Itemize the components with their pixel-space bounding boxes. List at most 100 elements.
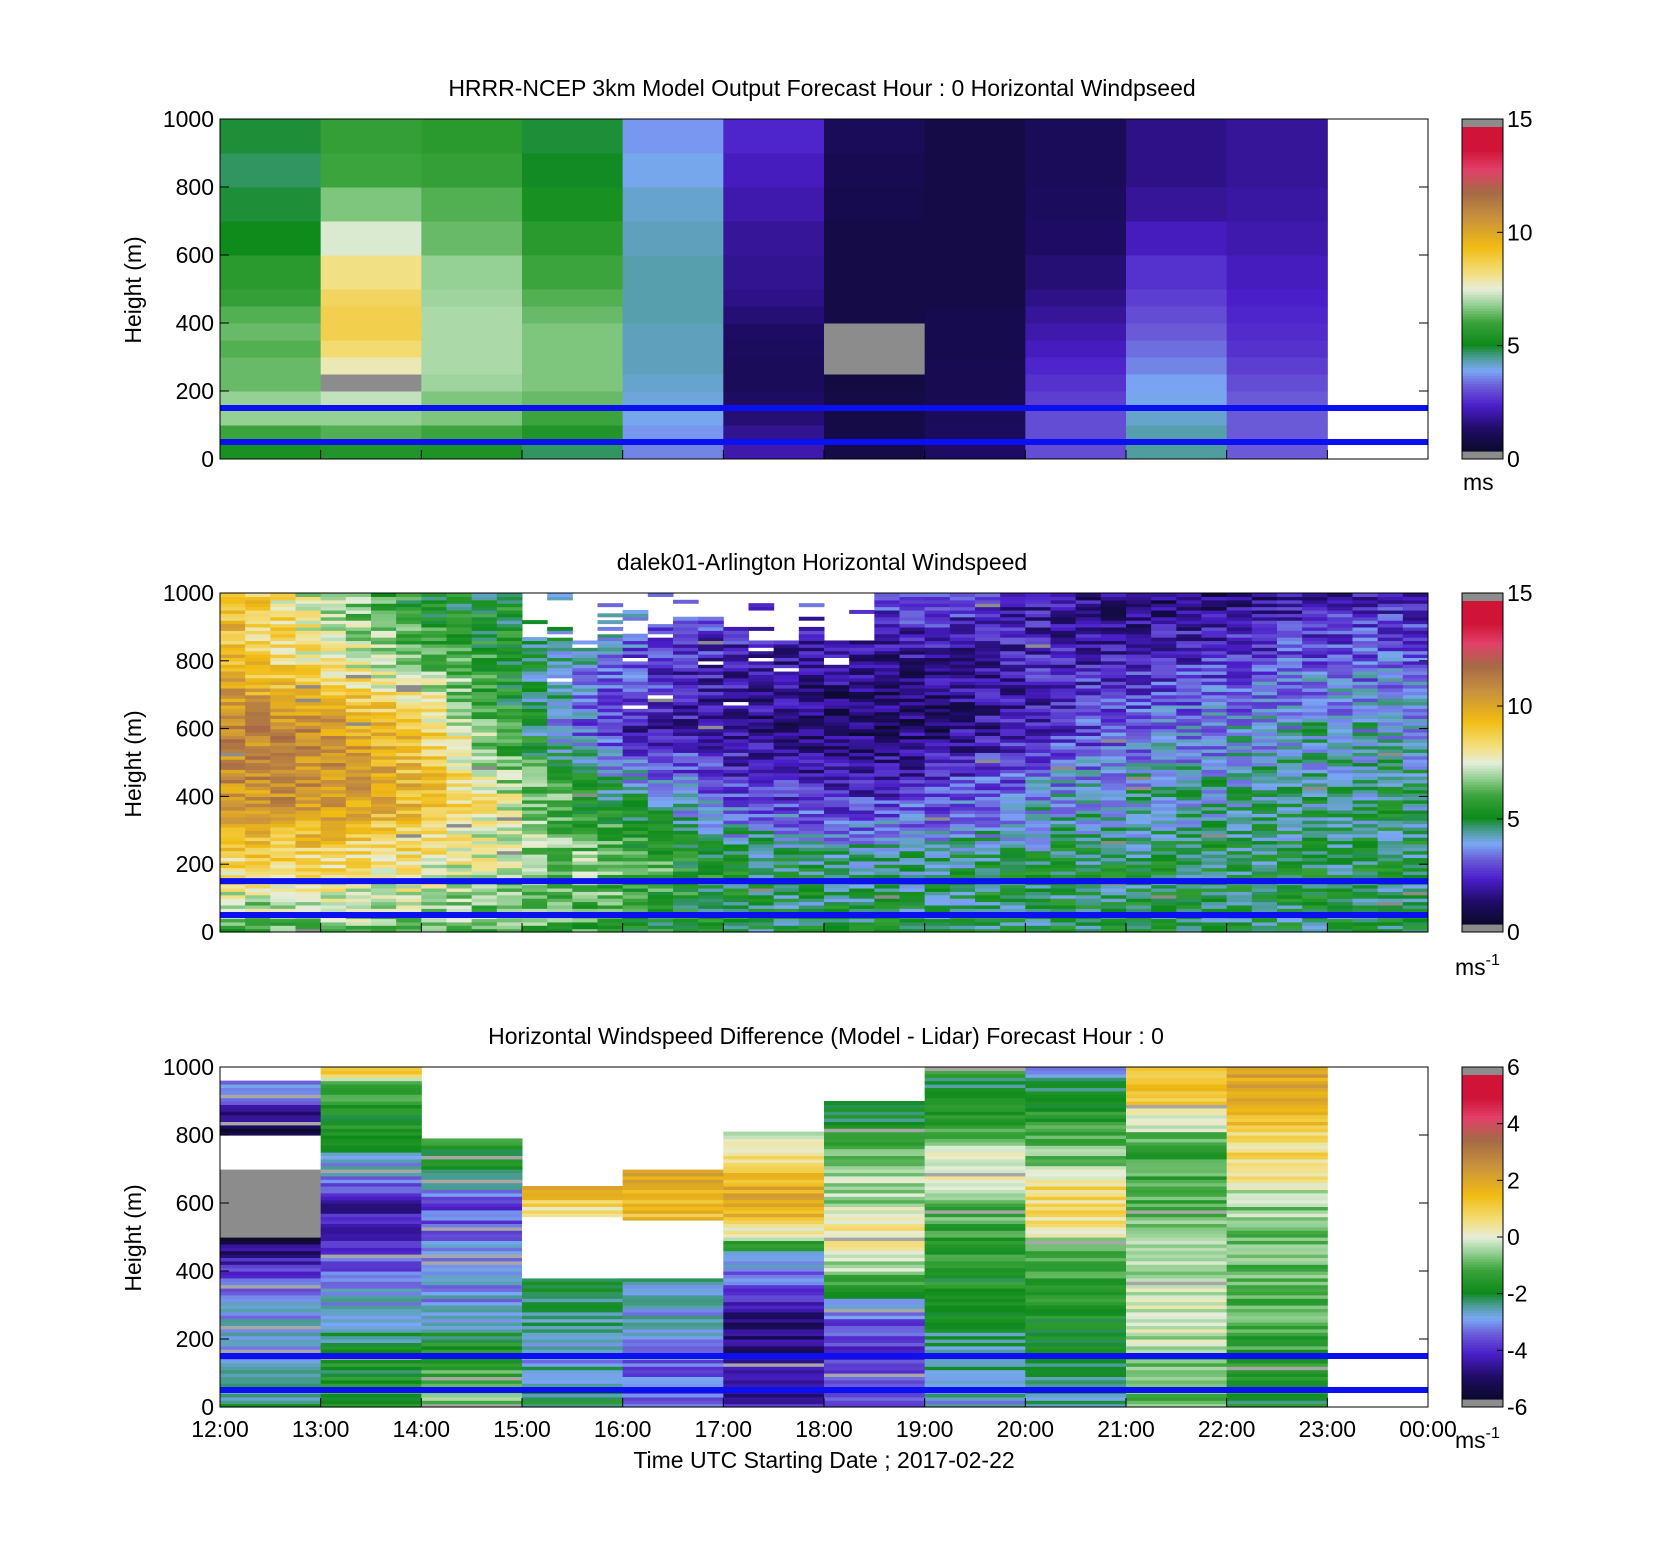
heatmap-cell bbox=[1000, 793, 1026, 797]
heatmap-cell bbox=[396, 826, 422, 831]
heatmap-cell bbox=[975, 606, 1001, 611]
heatmap-cell bbox=[673, 918, 699, 923]
heatmap-cell bbox=[824, 840, 850, 845]
heatmap-cell bbox=[975, 657, 1001, 662]
heatmap-cell bbox=[1050, 847, 1077, 852]
colorbar-segment bbox=[1462, 129, 1503, 133]
heatmap-cell bbox=[396, 864, 422, 869]
heatmap-cell bbox=[1302, 674, 1328, 679]
heatmap-cell bbox=[270, 684, 296, 689]
heatmap-cell bbox=[849, 887, 875, 892]
colorbar-segment bbox=[1462, 283, 1503, 287]
heatmap-cell bbox=[471, 674, 498, 679]
heatmap-cell bbox=[698, 633, 724, 638]
heatmap-cell bbox=[371, 826, 397, 831]
heatmap-cell bbox=[1402, 752, 1429, 757]
heatmap-cell bbox=[220, 640, 246, 645]
heatmap-cell bbox=[975, 769, 1001, 774]
heatmap-cell bbox=[975, 731, 1001, 736]
heatmap-cell bbox=[1176, 796, 1202, 801]
heatmap-cell bbox=[1176, 674, 1202, 679]
heatmap-cell bbox=[1151, 809, 1177, 814]
heatmap-cell bbox=[1402, 809, 1429, 814]
heatmap-cell bbox=[245, 721, 271, 726]
heatmap-cell bbox=[1327, 894, 1353, 899]
heatmap-cell bbox=[320, 809, 347, 814]
heatmap-cell bbox=[824, 826, 850, 831]
heatmap-cell bbox=[874, 874, 900, 879]
heatmap-cell bbox=[949, 633, 976, 638]
heatmap-cell bbox=[471, 837, 498, 842]
heatmap-cell bbox=[1050, 718, 1077, 723]
heatmap-cell bbox=[220, 837, 246, 842]
heatmap-cell bbox=[698, 874, 724, 879]
heatmap-cell bbox=[1050, 647, 1077, 652]
heatmap-cell bbox=[572, 799, 598, 804]
heatmap-cell bbox=[1201, 731, 1228, 736]
heatmap-cell bbox=[622, 813, 649, 818]
heatmap-cell bbox=[1302, 904, 1328, 909]
heatmap-cell bbox=[471, 677, 498, 682]
heatmap-cell bbox=[622, 847, 649, 852]
heatmap-cell bbox=[270, 609, 296, 614]
heatmap-cell bbox=[874, 860, 900, 865]
heatmap-cell bbox=[723, 762, 749, 767]
heatmap-cell bbox=[471, 904, 498, 909]
heatmap-cell bbox=[1075, 748, 1102, 753]
heatmap-cell bbox=[270, 870, 296, 875]
heatmap-cell bbox=[547, 833, 573, 838]
heatmap-cell bbox=[824, 809, 850, 814]
heatmap-cell bbox=[1327, 620, 1353, 625]
heatmap-cell bbox=[798, 769, 825, 774]
heatmap-cell bbox=[622, 738, 649, 743]
heatmap-cell bbox=[1100, 860, 1127, 865]
heatmap-cell bbox=[824, 765, 850, 770]
heatmap-cell bbox=[320, 596, 347, 601]
heatmap-cell bbox=[1126, 674, 1152, 679]
heatmap-cell bbox=[421, 779, 447, 784]
heatmap-cell bbox=[975, 826, 1001, 831]
colorbar-segment bbox=[1462, 326, 1503, 331]
heatmap-cell bbox=[647, 891, 674, 896]
heatmap-cell bbox=[245, 837, 271, 842]
heatmap-cell bbox=[597, 637, 624, 642]
heatmap-cell bbox=[975, 779, 1001, 784]
heatmap-cell bbox=[1075, 762, 1102, 767]
heatmap-cell bbox=[1302, 891, 1328, 896]
heatmap-cell bbox=[1126, 857, 1152, 862]
colorbar-segment bbox=[1462, 186, 1503, 190]
heatmap-cell bbox=[1251, 789, 1278, 794]
heatmap-cell bbox=[396, 681, 422, 686]
heatmap-cell bbox=[773, 860, 800, 865]
heatmap-cell bbox=[295, 728, 322, 733]
heatmap-cell bbox=[1126, 684, 1152, 689]
heatmap-cell bbox=[647, 799, 674, 804]
heatmap-cell bbox=[673, 623, 699, 628]
heatmap-cell bbox=[673, 677, 699, 682]
heatmap-cell bbox=[622, 782, 649, 787]
heatmap-cell bbox=[1226, 704, 1253, 709]
heatmap-cell bbox=[949, 823, 976, 828]
heatmap-cell bbox=[345, 867, 372, 872]
heatmap-cell bbox=[1075, 769, 1102, 774]
heatmap-cell bbox=[975, 650, 1001, 655]
heatmap-cell bbox=[1201, 657, 1228, 662]
heatmap-cell bbox=[1025, 735, 1051, 740]
heatmap-cell bbox=[270, 837, 296, 842]
heatmap-cell bbox=[496, 884, 523, 889]
heatmap-cell bbox=[798, 670, 825, 675]
heatmap-cell bbox=[522, 772, 548, 777]
heatmap-cell bbox=[748, 830, 775, 835]
heatmap-cell bbox=[975, 711, 1001, 716]
heatmap-cell bbox=[1075, 796, 1102, 801]
heatmap-cell bbox=[597, 816, 624, 821]
heatmap-cell bbox=[1327, 691, 1353, 696]
heatmap-cell bbox=[547, 793, 573, 797]
heatmap-cell bbox=[572, 643, 598, 648]
heatmap-cell bbox=[220, 867, 246, 872]
heatmap-cell bbox=[849, 728, 875, 733]
heatmap-cell bbox=[899, 867, 926, 872]
heatmap-cell bbox=[1302, 654, 1328, 659]
heatmap-cell bbox=[295, 826, 322, 831]
heatmap-cell bbox=[522, 843, 548, 848]
